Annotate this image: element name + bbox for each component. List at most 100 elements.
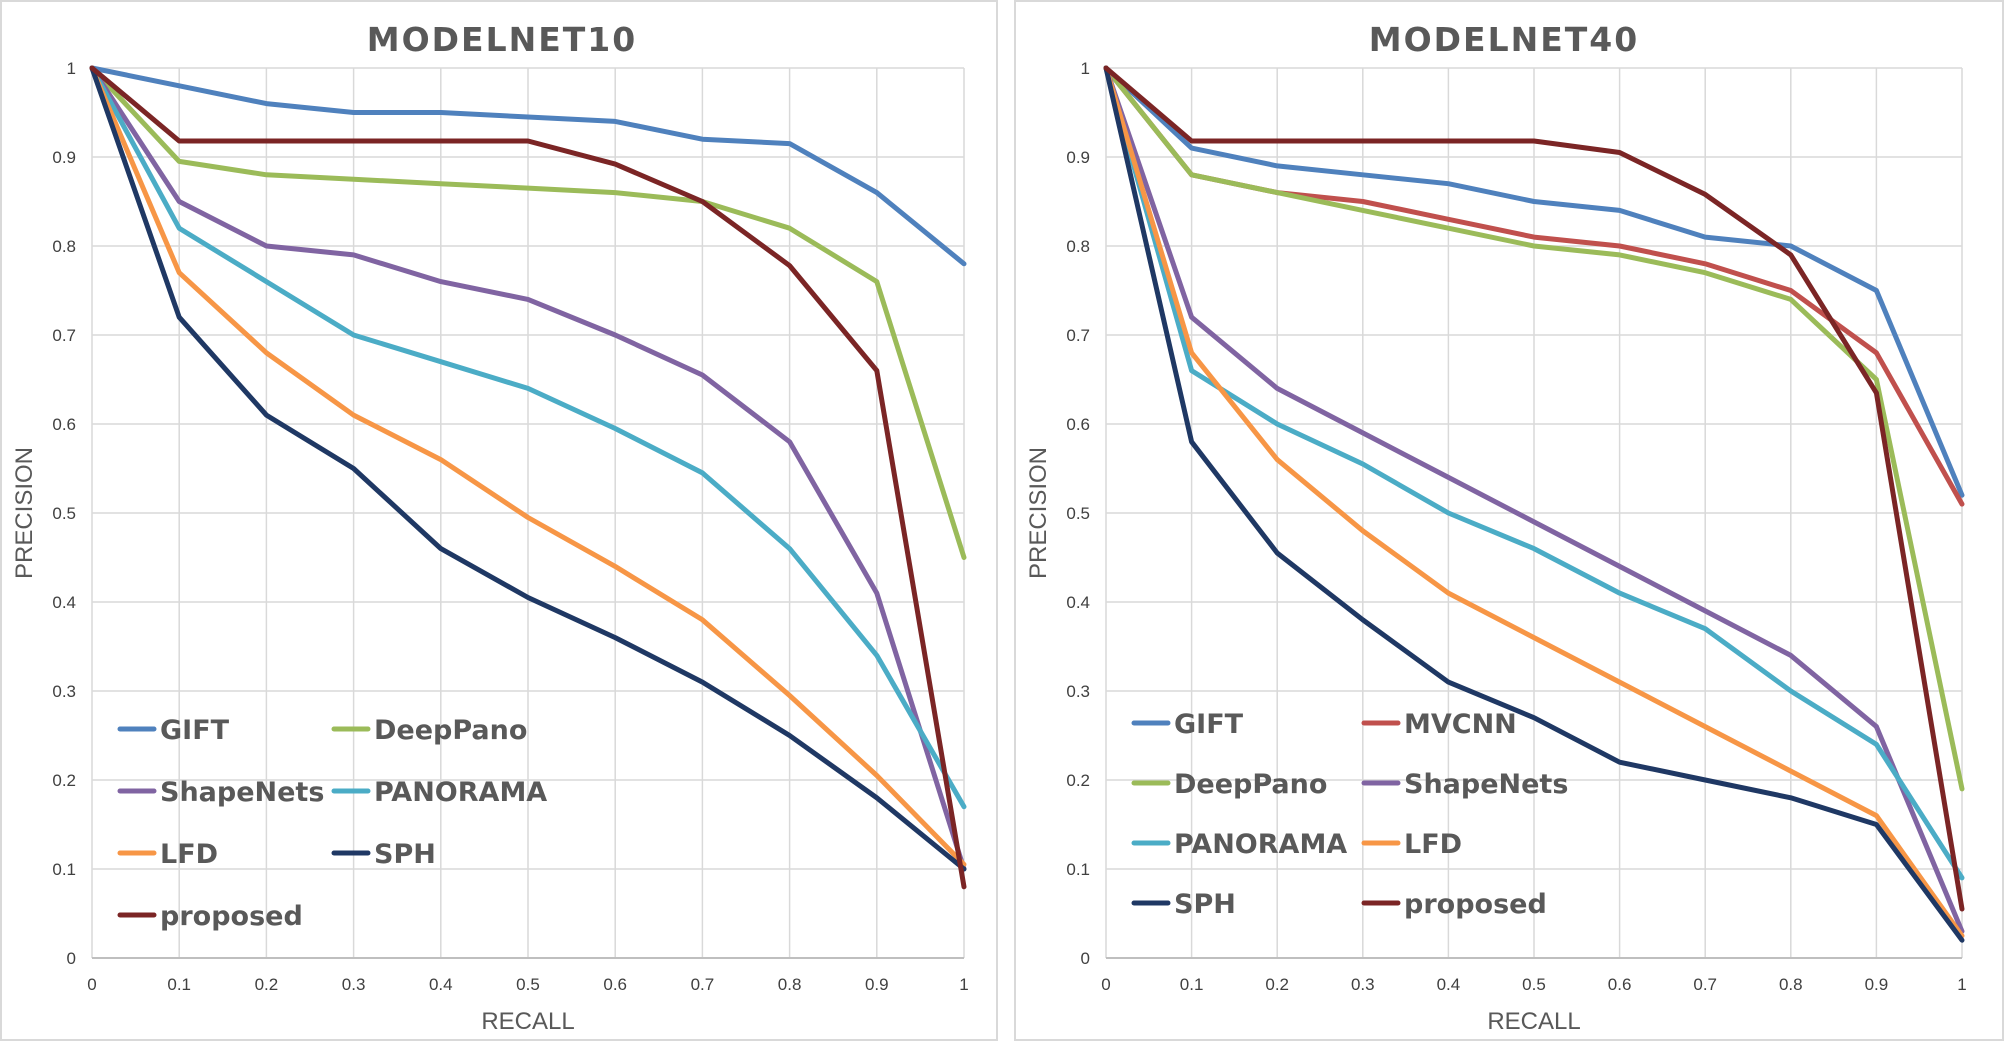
series-line-sph bbox=[89, 65, 967, 872]
chart-panel-modelnet40: MODELNET40 0 0.1 0.2 0.3 0.4 0.5 0.6 0.7 0.8 0.9 1 0… bbox=[1014, 0, 2004, 1041]
x-tick-label: 0.4 bbox=[1437, 975, 1461, 994]
y-tick-label: 0 bbox=[1081, 949, 1090, 968]
legend-label: proposed bbox=[160, 901, 303, 932]
y-tick-label: 0.8 bbox=[1066, 237, 1090, 256]
legend-item-mvcnn: MVCNN bbox=[1361, 709, 1517, 740]
legend-label: proposed bbox=[1404, 889, 1547, 920]
x-tick-label: 0.4 bbox=[429, 975, 453, 994]
legend-label: LFD bbox=[160, 839, 218, 870]
series-line-lfd bbox=[89, 65, 967, 867]
legend-label: DeepPano bbox=[374, 715, 527, 746]
x-tick-label: 0.9 bbox=[865, 975, 889, 994]
y-tick-label: 0.9 bbox=[1066, 148, 1090, 167]
legend-label: ShapeNets bbox=[160, 777, 324, 808]
y-tick-label: 0.2 bbox=[52, 771, 76, 790]
y-tick-label: 1 bbox=[1081, 59, 1090, 78]
y-axis-title: PRECISION bbox=[11, 447, 38, 579]
chart-panel-modelnet10: MODELNET10 0 0.1 0.2 0.3 0.4 0.5 0.6 0.7 0.8 0.9 1 0… bbox=[0, 0, 998, 1041]
y-tick-label: 0.5 bbox=[52, 504, 76, 523]
x-tick-label: 0.6 bbox=[1608, 975, 1632, 994]
legend-item-shapenets: ShapeNets bbox=[117, 777, 324, 808]
series-line-proposed bbox=[89, 65, 967, 890]
y-tick-label: 0 bbox=[67, 949, 76, 968]
series-line-deeppano bbox=[1103, 65, 1965, 792]
y-tick-label: 0.3 bbox=[1066, 682, 1090, 701]
x-tick-label: 0 bbox=[1101, 975, 1110, 994]
series-line-shapenets bbox=[89, 65, 967, 872]
legend: GIFT MVCNN DeepPano ShapeNets PANORAMA LFD SPH… bbox=[1131, 709, 1568, 920]
y-tick-label: 0.6 bbox=[1066, 415, 1090, 434]
x-tick-label: 0.2 bbox=[255, 975, 279, 994]
x-tick-label: 0.9 bbox=[1865, 975, 1889, 994]
legend: GIFT DeepPano ShapeNets PANORAMA LFD SPH propo… bbox=[117, 715, 547, 932]
y-tick-label: 0.9 bbox=[52, 148, 76, 167]
legend-item-shapenets: ShapeNets bbox=[1361, 769, 1568, 800]
x-tick-label: 1 bbox=[1957, 975, 1966, 994]
legend-label: PANORAMA bbox=[1174, 829, 1347, 860]
x-axis-title: RECALL bbox=[481, 1008, 574, 1035]
legend-label: SPH bbox=[374, 839, 436, 870]
x-tick-label: 0.2 bbox=[1265, 975, 1289, 994]
y-tick-label: 0.7 bbox=[1066, 326, 1090, 345]
x-tick-label: 0.5 bbox=[516, 975, 540, 994]
y-tick-label: 0.7 bbox=[52, 326, 76, 345]
x-tick-label: 0.1 bbox=[1180, 975, 1204, 994]
series-line-gift bbox=[89, 65, 967, 267]
x-tick-label: 0 bbox=[87, 975, 96, 994]
y-tick-label: 0.1 bbox=[1066, 860, 1090, 879]
legend-label: ShapeNets bbox=[1404, 769, 1568, 800]
legend-item-sph: SPH bbox=[1131, 889, 1236, 920]
y-tick-label: 0.8 bbox=[52, 237, 76, 256]
series-line-deeppano bbox=[89, 65, 967, 560]
series-line-shapenets bbox=[1103, 65, 1965, 934]
legend-label: DeepPano bbox=[1174, 769, 1327, 800]
gridlines bbox=[91, 67, 965, 959]
legend-label: MVCNN bbox=[1404, 709, 1517, 740]
x-tick-label: 0.8 bbox=[1779, 975, 1803, 994]
chart-title: MODELNET40 bbox=[1369, 20, 1639, 59]
y-tick-label: 0.2 bbox=[1066, 771, 1090, 790]
x-tick-label: 0.5 bbox=[1522, 975, 1546, 994]
x-tick-label: 0.3 bbox=[1351, 975, 1375, 994]
y-tick-label: 0.1 bbox=[52, 860, 76, 879]
legend-item-panorama: PANORAMA bbox=[331, 777, 547, 808]
x-axis-title: RECALL bbox=[1487, 1008, 1580, 1035]
series-line-panorama bbox=[1103, 65, 1965, 881]
legend-item-gift: GIFT bbox=[117, 715, 230, 746]
series-line-lfd bbox=[1103, 65, 1965, 939]
series-line-panorama bbox=[89, 65, 967, 810]
legend-item-deeppano: DeepPano bbox=[1131, 769, 1327, 800]
legend-label: SPH bbox=[1174, 889, 1236, 920]
x-tick-label: 0.7 bbox=[691, 975, 715, 994]
x-tick-label: 0.3 bbox=[342, 975, 366, 994]
modelnet10-chart: MODELNET10 0 0.1 0.2 0.3 0.4 0.5 0.6 0.7 0.8 0.9 1 0… bbox=[11, 20, 969, 1035]
x-tick-label: 0.7 bbox=[1693, 975, 1717, 994]
modelnet40-chart: MODELNET40 0 0.1 0.2 0.3 0.4 0.5 0.6 0.7 0.8 0.9 1 0… bbox=[1025, 20, 1967, 1035]
x-tick-label: 0.8 bbox=[778, 975, 802, 994]
chart-title: MODELNET10 bbox=[367, 20, 637, 59]
x-tick-label: 0.1 bbox=[167, 975, 191, 994]
legend-label: PANORAMA bbox=[374, 777, 547, 808]
legend-item-panorama: PANORAMA bbox=[1131, 829, 1347, 860]
y-tick-label: 0.4 bbox=[52, 593, 76, 612]
legend-item-proposed: proposed bbox=[117, 901, 303, 932]
legend-item-deeppano: DeepPano bbox=[331, 715, 527, 746]
legend-item-gift: GIFT bbox=[1131, 709, 1244, 740]
series-line-proposed bbox=[1103, 65, 1965, 912]
y-tick-label: 0.5 bbox=[1066, 504, 1090, 523]
legend-label: GIFT bbox=[1174, 709, 1244, 740]
legend-item-sph: SPH bbox=[331, 839, 436, 870]
legend-label: GIFT bbox=[160, 715, 230, 746]
x-tick-label: 1 bbox=[959, 975, 968, 994]
legend-item-proposed: proposed bbox=[1361, 889, 1547, 920]
y-tick-label: 0.6 bbox=[52, 415, 76, 434]
series-line-sph bbox=[1103, 65, 1965, 943]
legend-item-lfd: LFD bbox=[1361, 829, 1462, 860]
y-tick-label: 1 bbox=[67, 59, 76, 78]
y-tick-label: 0.3 bbox=[52, 682, 76, 701]
legend-label: LFD bbox=[1404, 829, 1462, 860]
series-line-gift bbox=[1103, 65, 1965, 498]
y-tick-label: 0.4 bbox=[1066, 593, 1090, 612]
x-tick-label: 0.6 bbox=[603, 975, 627, 994]
legend-item-lfd: LFD bbox=[117, 839, 218, 870]
